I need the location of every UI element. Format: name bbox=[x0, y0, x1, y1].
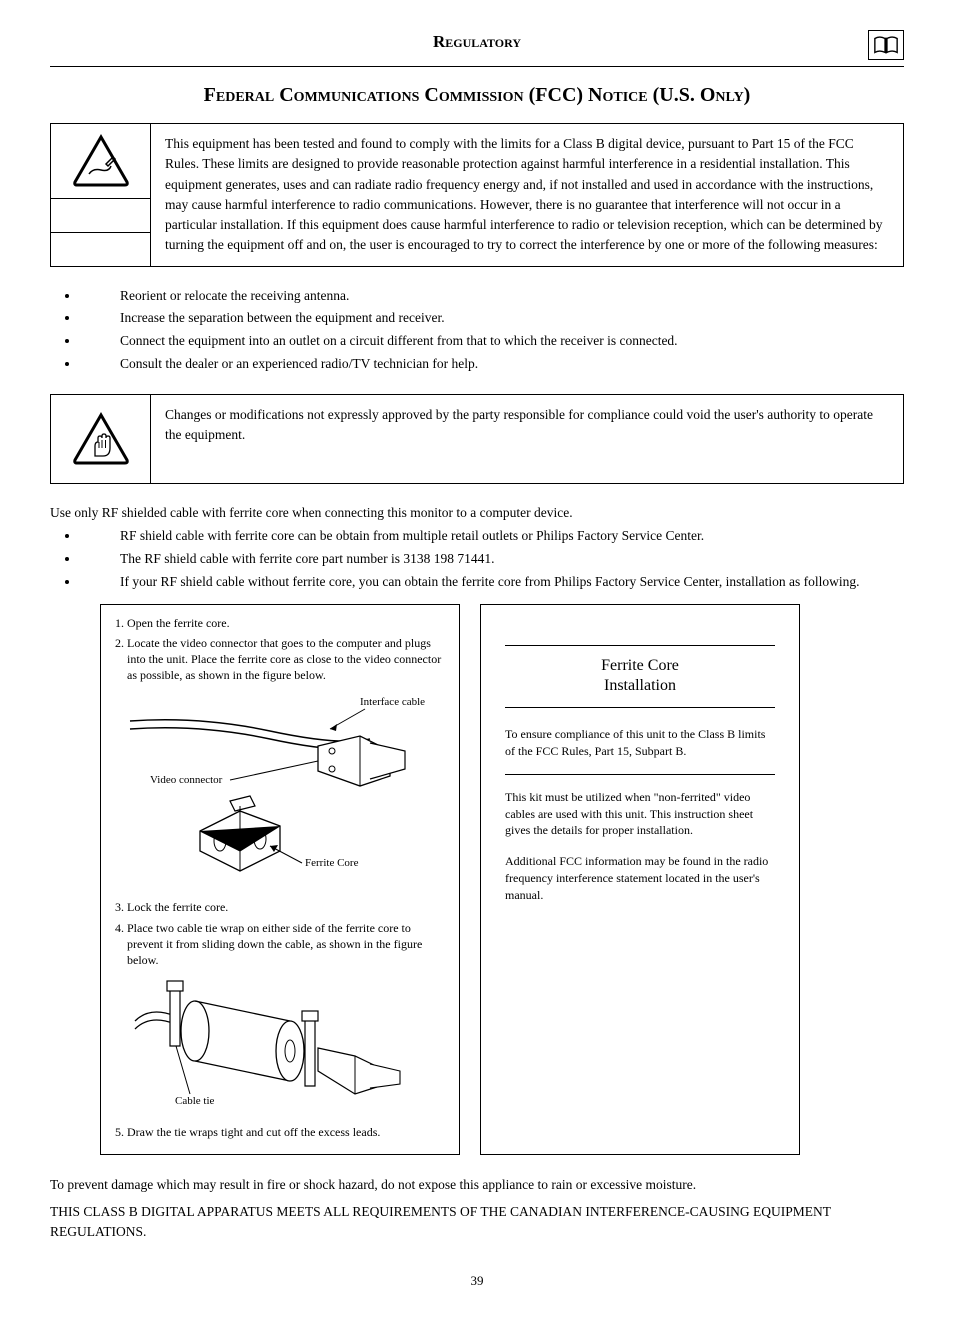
notice-2-text: Changes or modifications not expressly a… bbox=[151, 395, 903, 483]
notice-icon-column-2 bbox=[51, 395, 151, 483]
header-row: Regulatory bbox=[50, 30, 904, 60]
caution-hand-icon bbox=[51, 395, 150, 483]
write-note-icon bbox=[51, 124, 150, 199]
ferrite-info-panel: Ferrite Core Installation To ensure comp… bbox=[480, 604, 800, 1156]
notice-box-1: This equipment has been tested and found… bbox=[50, 123, 904, 267]
section-header: Regulatory bbox=[86, 30, 868, 54]
list-item: Consult the dealer or an experienced rad… bbox=[80, 355, 904, 374]
install-steps-list-2: Lock the ferrite core. Place two cable t… bbox=[113, 899, 447, 968]
icon-cell-empty-1 bbox=[51, 199, 150, 233]
ferrite-para-3: Additional FCC information may be found … bbox=[505, 853, 775, 903]
ferrite-title: Ferrite Core Installation bbox=[505, 645, 775, 709]
list-item: Reorient or relocate the receiving anten… bbox=[80, 287, 904, 306]
list-item: Connect the equipment into an outlet on … bbox=[80, 332, 904, 351]
book-icon bbox=[868, 30, 904, 60]
list-item: RF shield cable with ferrite core can be… bbox=[80, 527, 904, 546]
step-2: Locate the video connector that goes to … bbox=[127, 635, 447, 684]
notice-icon-column bbox=[51, 124, 151, 266]
ferrite-divider bbox=[505, 774, 775, 775]
ferrite-title-line1: Ferrite Core bbox=[601, 657, 679, 674]
label-cable-tie: Cable tie bbox=[175, 1095, 215, 1107]
footer-canada: THIS CLASS B DIGITAL APPARATUS MEETS ALL… bbox=[50, 1202, 904, 1243]
notice-box-2: Changes or modifications not expressly a… bbox=[50, 394, 904, 484]
label-interface-cable: Interface cable bbox=[360, 696, 425, 708]
header-rule bbox=[50, 66, 904, 67]
step-4: Place two cable tie wrap on either side … bbox=[127, 920, 447, 969]
list-item: The RF shield cable with ferrite core pa… bbox=[80, 550, 904, 569]
two-panel-row: Open the ferrite core. Locate the video … bbox=[100, 604, 904, 1156]
step-1: Open the ferrite core. bbox=[127, 615, 447, 631]
diagram-cable-tie: Cable tie bbox=[130, 976, 430, 1116]
ferrite-para-1: To ensure compliance of this unit to the… bbox=[505, 726, 775, 760]
footer-warning: To prevent damage which may result in fi… bbox=[50, 1175, 904, 1195]
main-title: Federal Communications Commission (FCC) … bbox=[50, 81, 904, 109]
list-item: If your RF shield cable without ferrite … bbox=[80, 573, 904, 592]
page-number: 39 bbox=[50, 1272, 904, 1290]
label-video-connector: Video connector bbox=[150, 774, 223, 786]
measures-list: Reorient or relocate the receiving anten… bbox=[50, 287, 904, 375]
label-ferrite-core: Ferrite Core bbox=[305, 857, 359, 869]
ferrite-title-line2: Installation bbox=[604, 677, 676, 694]
install-steps-list: Open the ferrite core. Locate the video … bbox=[113, 615, 447, 684]
step-5: Draw the tie wraps tight and cut off the… bbox=[127, 1124, 447, 1140]
list-item: Increase the separation between the equi… bbox=[80, 309, 904, 328]
install-steps-list-3: Draw the tie wraps tight and cut off the… bbox=[113, 1124, 447, 1140]
diagram-connector: Interface cable Video connector bbox=[120, 691, 440, 891]
ferrite-para-2: This kit must be utilized when "non-ferr… bbox=[505, 789, 775, 839]
icon-cell-empty-2 bbox=[51, 233, 150, 266]
step-3: Lock the ferrite core. bbox=[127, 899, 447, 915]
rf-list: RF shield cable with ferrite core can be… bbox=[50, 527, 904, 592]
rf-intro: Use only RF shielded cable with ferrite … bbox=[50, 504, 904, 523]
notice-1-text: This equipment has been tested and found… bbox=[151, 124, 903, 266]
install-steps-panel: Open the ferrite core. Locate the video … bbox=[100, 604, 460, 1156]
